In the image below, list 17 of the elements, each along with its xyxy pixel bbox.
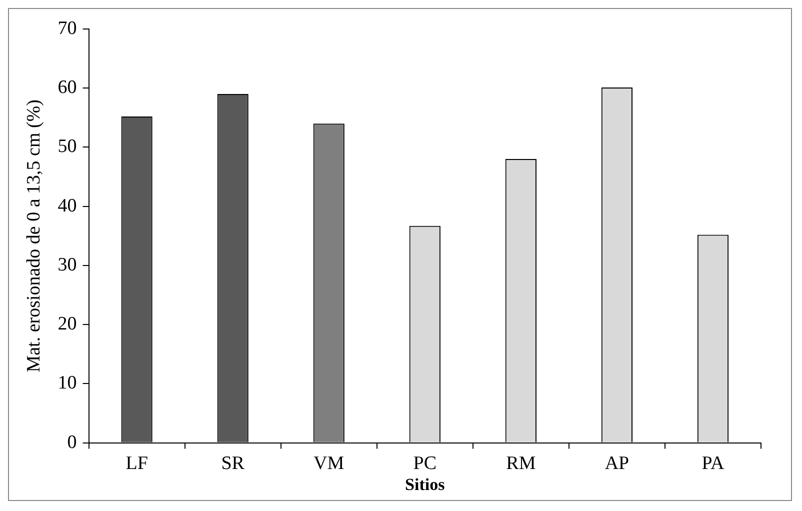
x-tick-label: VM <box>314 453 344 474</box>
x-tick-label: AP <box>604 453 630 474</box>
x-axis-title: Sitios <box>405 475 446 494</box>
y-tick-label: 0 <box>67 432 77 453</box>
y-tick-label: 10 <box>58 372 77 394</box>
y-tick-label: 30 <box>58 254 77 276</box>
y-tick-label: 70 <box>58 18 77 39</box>
x-tick-label: PA <box>702 453 725 474</box>
y-tick-label: 40 <box>58 195 77 216</box>
x-tick-label: PC <box>413 453 437 474</box>
x-tick-label: SR <box>221 453 245 474</box>
y-tick-label: 20 <box>58 314 77 335</box>
y-tick-label: 50 <box>58 136 77 158</box>
x-tick-label: RM <box>506 453 536 474</box>
y-axis-title: Mat. erosionado de 0 a 13,5 cm (%) <box>23 100 44 372</box>
x-tick-label: LF <box>126 453 148 474</box>
y-tick-label: 60 <box>58 77 77 98</box>
